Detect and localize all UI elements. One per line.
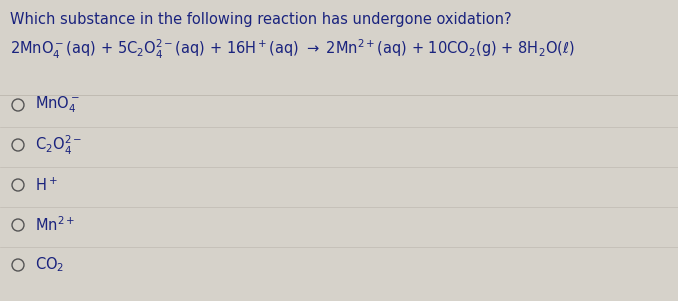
Text: C$_2$O$_4^{2-}$: C$_2$O$_4^{2-}$	[35, 133, 82, 157]
Text: MnO$_4^-$: MnO$_4^-$	[35, 95, 80, 115]
Text: CO$_2$: CO$_2$	[35, 256, 64, 274]
Text: Mn$^{2+}$: Mn$^{2+}$	[35, 216, 75, 234]
Text: 2MnO$_4^-$(aq) + 5C$_2$O$_4^{2-}$(aq) + 16H$^+$(aq) $\rightarrow$ 2Mn$^{2+}$(aq): 2MnO$_4^-$(aq) + 5C$_2$O$_4^{2-}$(aq) + …	[10, 38, 575, 61]
Text: Which substance in the following reaction has undergone oxidation?: Which substance in the following reactio…	[10, 12, 512, 27]
Text: H$^+$: H$^+$	[35, 176, 58, 194]
